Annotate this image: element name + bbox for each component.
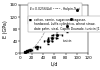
X-axis label: L/d: L/d bbox=[51, 62, 58, 66]
Text: $E=0.0256(L/d)^{2.1066}$ - Halpin-Tsai
$E=0.018(L/d)^{2.2}$ - Cox: $E=0.0256(L/d)^{2.1066}$ - Halpin-Tsai $… bbox=[29, 5, 81, 23]
Text: tunicin: tunicin bbox=[62, 39, 72, 43]
Y-axis label: E (GPa): E (GPa) bbox=[4, 20, 8, 38]
Text: ■  cotton, ramie, sugarcane bagasse,
     hardwood, Luffa cylindrica, wheat stra: ■ cotton, ramie, sugarcane bagasse, hard… bbox=[29, 18, 100, 31]
